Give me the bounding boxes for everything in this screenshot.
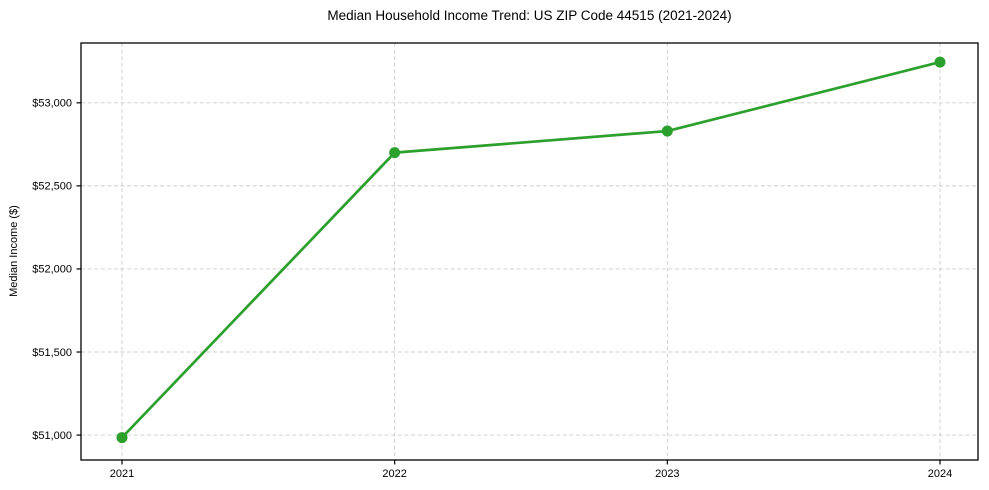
data-point: [116, 432, 128, 444]
data-point: [389, 147, 401, 159]
plot-border: [80, 42, 979, 461]
x-tick-label: 2021: [110, 468, 134, 480]
y-tick-label: $52,000: [32, 264, 72, 276]
x-tick-label: 2024: [928, 468, 952, 480]
trend-line: [120, 60, 942, 439]
y-tick-label: $51,500: [32, 347, 72, 359]
data-point: [934, 56, 946, 68]
y-axis-label: Median Income ($): [8, 205, 20, 297]
x-tick-label: 2022: [382, 468, 406, 480]
y-tick-label: $52,500: [32, 181, 72, 193]
x-tick-label: 2023: [655, 468, 679, 480]
data-point: [661, 125, 673, 137]
y-tick-label: $53,000: [32, 98, 72, 110]
y-tick-label: $51,000: [32, 430, 72, 442]
chart-title: Median Household Income Trend: US ZIP Co…: [327, 8, 732, 23]
